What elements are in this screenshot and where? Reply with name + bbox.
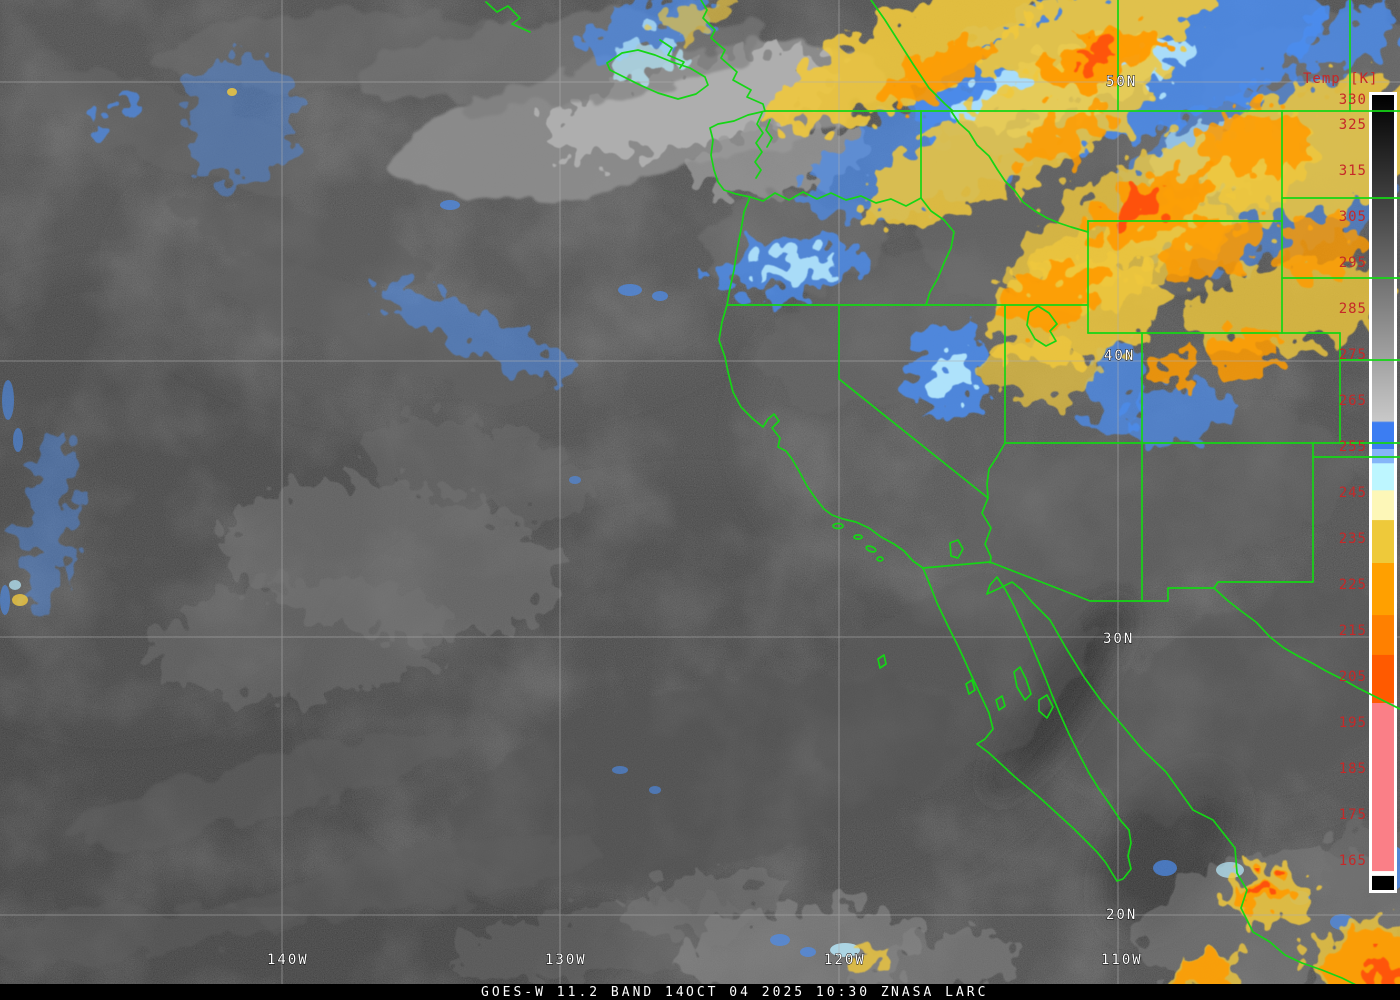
colorbar-tick: 235 [1339,531,1367,547]
california-coast [718,196,924,569]
map-borders [485,0,1400,1000]
lat-label-30n: 30N [1103,631,1134,647]
lat-label-20n: 20N [1106,907,1137,923]
mexico-mainland-coast [986,581,1396,1000]
lon-label-140w: 140W [267,952,309,968]
colorbar-tick: 255 [1339,439,1367,455]
temperature-colorbar [1369,92,1397,893]
caption-bar: GOES-W 11.2 BAND 14 OCT 04 2025 10:30 Z … [0,984,1400,1000]
great-salt-lake [1026,305,1058,347]
lon-label-130w: 130W [545,952,587,968]
coastline [485,0,1396,1000]
colorbar-tick: 315 [1339,163,1367,179]
colorbar-gradient [1372,95,1394,890]
lat-label-40n: 40N [1104,348,1135,364]
colorbar-tick: 275 [1339,347,1367,363]
border-ca-nv [838,304,989,499]
colorbar-tick: 245 [1339,485,1367,501]
caption-datetime: OCT 04 2025 10:30 Z [686,985,892,1000]
border-id-mt [950,110,1089,233]
state-borders [726,0,1400,710]
colorbar-tick: 285 [1339,301,1367,317]
puget-sound [754,112,764,179]
border-us-mexico [922,561,1215,602]
colorbar-tick: 175 [1339,807,1367,823]
gridline-labels: 50N 40N 30N 20N 140W 130W 120W 110W [267,74,1143,969]
colorbar-tick: 225 [1339,577,1367,593]
border-wa-or [749,191,922,207]
caption-instrument: GOES-W 11.2 BAND 14 [481,985,687,1000]
vancouver-island [606,49,709,100]
colorbar-tick: 165 [1339,853,1367,869]
rio-grande [1213,587,1400,710]
lon-label-120w: 120W [824,952,866,968]
colorbar-tick: 330 [1339,92,1367,108]
colorbar-tick: 195 [1339,715,1367,731]
colorbar-labels: Temp [K] 330 325 315 305 295 285 275 265… [1303,71,1378,869]
colorbar-tick: 215 [1339,623,1367,639]
caption-credit: NASA LARC [891,985,989,1000]
salton-sea [949,539,964,559]
colorbar-tick: 325 [1339,117,1367,133]
colorbar-tick: 295 [1339,255,1367,271]
colorbar-title: Temp [K] [1303,71,1378,87]
lat-label-50n: 50N [1106,74,1137,90]
colorbar-tick: 265 [1339,393,1367,409]
lon-label-110w: 110W [1101,952,1143,968]
colorbar-tick: 185 [1339,761,1367,777]
baja-west-coast [922,567,1132,882]
colorbar-tick: 205 [1339,669,1367,685]
colorbar-tick: 305 [1339,209,1367,225]
